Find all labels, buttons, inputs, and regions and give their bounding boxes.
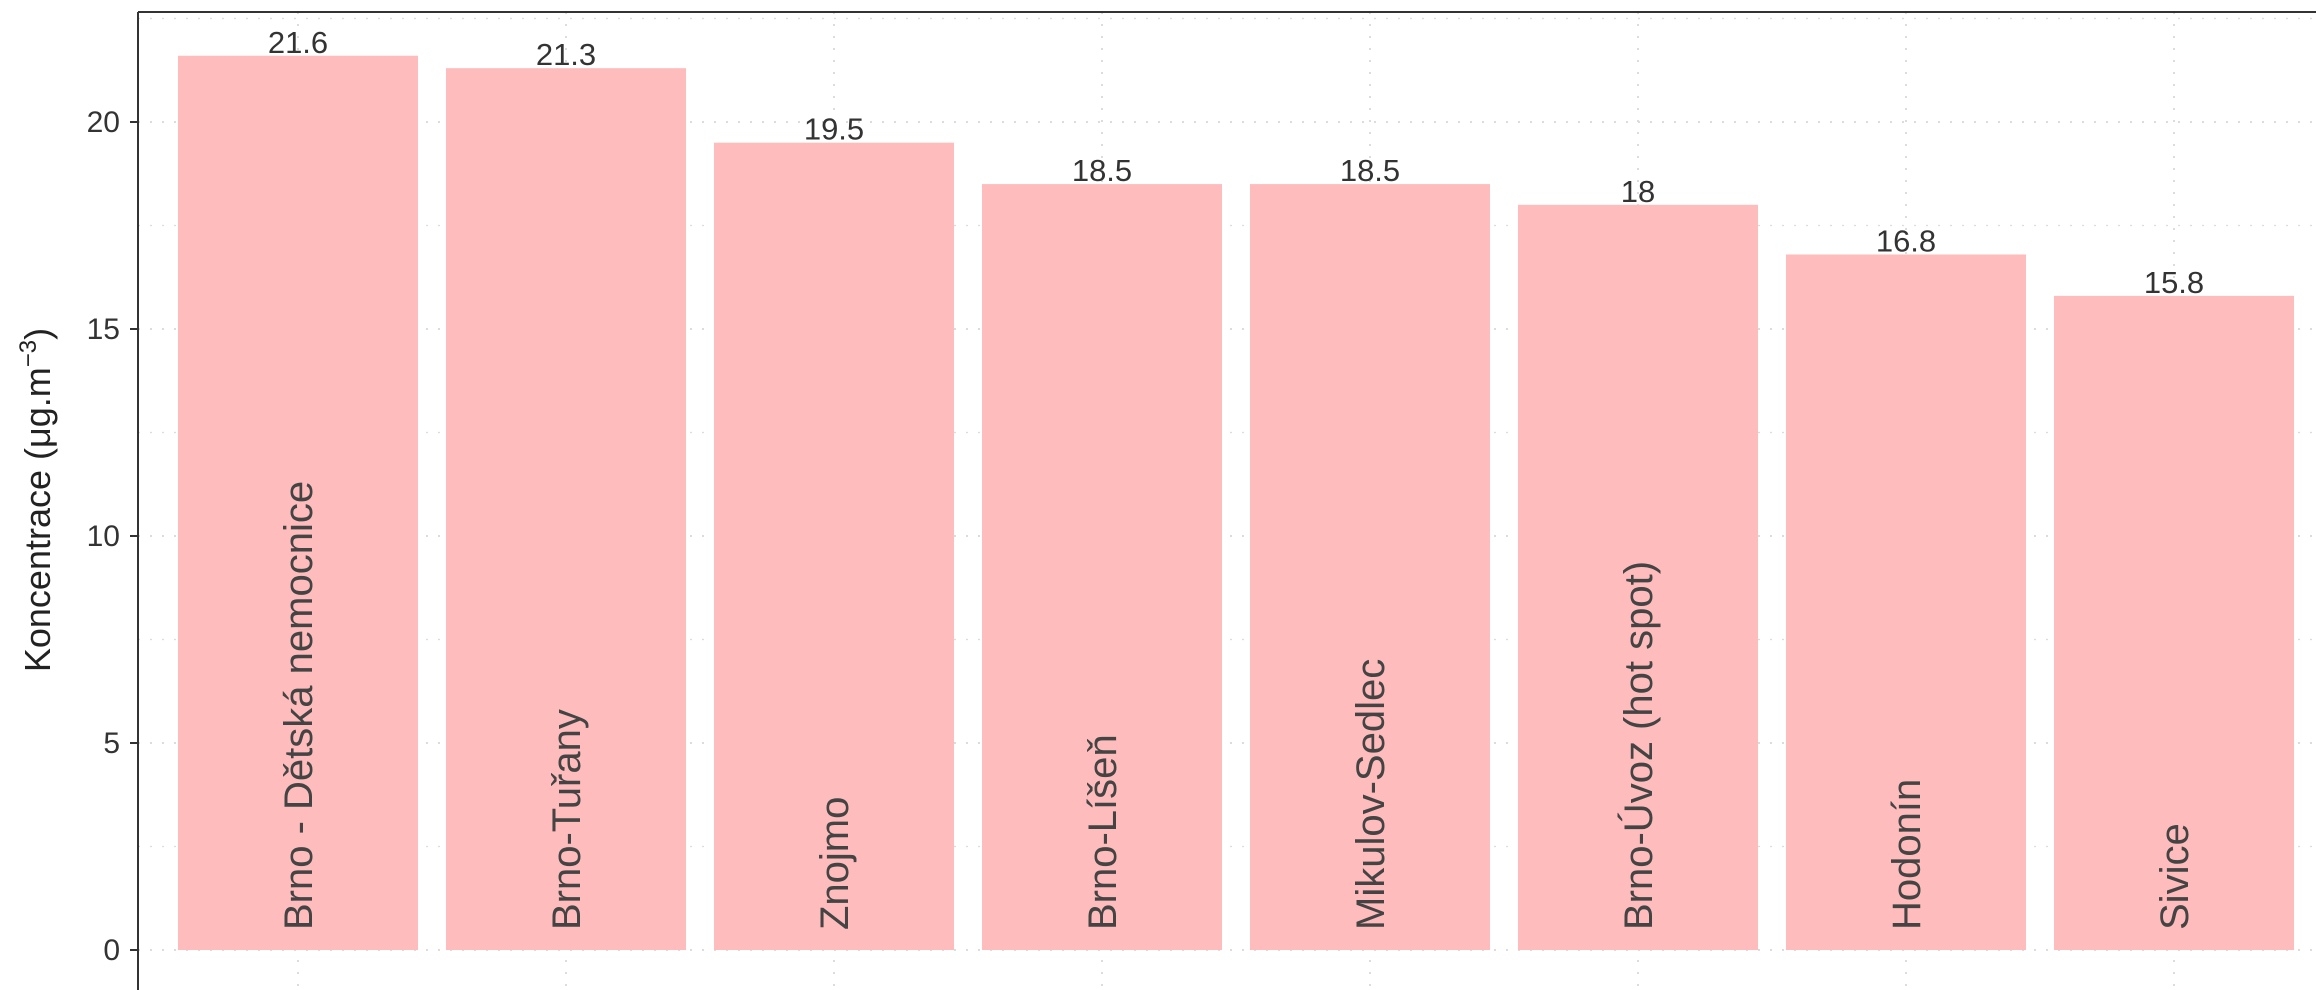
data-label: 18.5 <box>1072 153 1132 188</box>
bar <box>982 184 1222 951</box>
category-label: Brno-Líšeň <box>1081 734 1125 930</box>
y-tick-label: 0 <box>103 934 120 967</box>
data-label: 18.5 <box>1340 153 1400 188</box>
category-labels: Brno - Dětská nemocnice Brno-Tuřany Znojmo… <box>277 481 2197 930</box>
bar <box>178 55 418 950</box>
category-label: Sivice <box>2153 823 2197 930</box>
y-axis-title: Koncentrace (μg.m−3) <box>15 328 58 672</box>
bar <box>1786 254 2026 951</box>
y-axis-title-superscript: −3 <box>15 340 42 367</box>
category-label: Znojmo <box>813 797 857 930</box>
category-label: Brno-Tuřany <box>545 709 589 930</box>
y-axis-title-suffix: ) <box>17 328 58 340</box>
data-labels: 21.6 21.3 19.5 18.5 18.5 18 16.8 15.8 <box>268 25 2204 300</box>
category-label: Mikulov-Sedlec <box>1349 659 1393 930</box>
bar <box>1518 204 1758 951</box>
data-label: 19.5 <box>804 112 864 147</box>
category-label: Brno-Úvoz (hot spot) <box>1616 561 1661 930</box>
y-tick-label: 15 <box>87 313 120 346</box>
data-label: 21.6 <box>268 25 328 60</box>
y-tick-labels: 0 5 10 15 20 <box>87 106 138 967</box>
data-label: 21.3 <box>536 37 596 72</box>
data-label: 18 <box>1621 174 1655 209</box>
data-label: 16.8 <box>1876 223 1936 258</box>
bars <box>178 55 2294 951</box>
axes <box>137 11 2316 990</box>
y-tick-label: 5 <box>103 727 120 760</box>
category-label: Hodonín <box>1885 779 1929 930</box>
y-tick-label: 10 <box>87 520 120 553</box>
data-label: 15.8 <box>2144 265 2204 300</box>
y-tick-label: 20 <box>87 106 120 139</box>
y-axis-title-main: Koncentrace (μg.m <box>17 367 58 672</box>
category-label: Brno - Dětská nemocnice <box>277 481 321 930</box>
bar <box>1250 184 1490 951</box>
bar <box>2054 295 2294 950</box>
bar <box>714 142 954 950</box>
bar <box>446 68 686 951</box>
